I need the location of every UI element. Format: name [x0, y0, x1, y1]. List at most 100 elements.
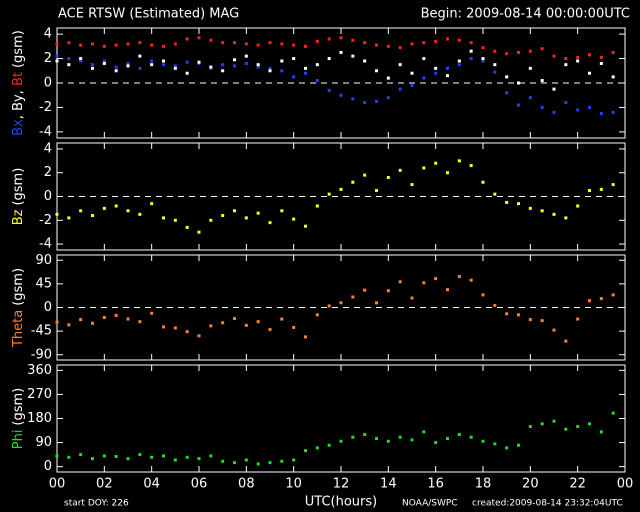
data-point	[410, 71, 414, 75]
chart-title: ACE RTSW (Estimated) MAG	[58, 7, 239, 22]
data-point	[611, 50, 615, 54]
data-point	[493, 63, 497, 67]
data-point	[315, 39, 319, 43]
data-point	[540, 422, 544, 426]
data-point	[528, 425, 532, 429]
data-point	[457, 63, 461, 67]
data-point	[469, 57, 473, 61]
data-point	[268, 69, 272, 73]
data-point	[363, 288, 367, 292]
data-point	[102, 59, 106, 63]
data-point	[398, 280, 402, 284]
y-tick-label: 360	[27, 363, 52, 378]
data-point	[375, 189, 378, 193]
data-point	[363, 59, 367, 63]
data-point	[505, 446, 509, 450]
data-point	[446, 288, 449, 292]
data-point	[173, 458, 177, 462]
begin-time: Begin: 2009-08-14 00:00:00UTC	[421, 7, 630, 22]
data-point	[244, 54, 248, 58]
data-point	[588, 53, 591, 57]
data-point	[315, 313, 319, 317]
data-point	[517, 103, 520, 107]
data-point	[552, 419, 556, 423]
y-tick-label: 2	[44, 165, 52, 180]
data-point	[517, 202, 520, 206]
data-point	[398, 63, 402, 67]
data-point	[422, 281, 426, 285]
data-point	[351, 54, 355, 58]
data-point	[588, 71, 591, 75]
data-point	[292, 458, 296, 462]
data-point	[138, 66, 142, 70]
y-unit: (gsm)	[11, 268, 26, 306]
data-point	[233, 317, 236, 321]
data-point	[422, 430, 426, 434]
data-point	[517, 81, 520, 85]
data-point	[517, 443, 520, 447]
data-point	[185, 330, 189, 334]
data-point	[351, 435, 355, 439]
data-point	[611, 293, 615, 297]
data-point	[256, 211, 260, 215]
data-point	[576, 317, 580, 321]
data-point	[114, 43, 118, 47]
y-tick-label: -2	[39, 100, 52, 115]
data-point	[528, 49, 532, 53]
data-point	[351, 295, 355, 299]
data-point	[611, 75, 615, 79]
data-point	[339, 93, 343, 97]
data-point	[197, 334, 201, 338]
data-point	[540, 79, 544, 83]
data-point	[327, 37, 331, 41]
data-point	[434, 277, 438, 281]
data-point	[79, 453, 83, 457]
data-point	[280, 459, 284, 463]
data-point	[564, 427, 568, 431]
data-point	[434, 66, 438, 70]
data-point	[505, 91, 509, 95]
y-tick-label: -4	[39, 124, 52, 139]
data-point	[446, 74, 449, 78]
data-point	[102, 315, 106, 319]
data-point	[114, 454, 118, 458]
data-point	[564, 63, 568, 67]
legend-entry: Phi	[11, 430, 26, 450]
data-point	[517, 313, 520, 317]
legend-entry: Bz	[11, 209, 26, 225]
data-point	[221, 69, 225, 73]
data-point	[422, 166, 426, 170]
data-point	[327, 443, 331, 447]
data-point	[292, 57, 296, 61]
data-point	[138, 453, 142, 457]
data-point	[351, 38, 355, 42]
data-point	[599, 55, 603, 59]
data-point	[434, 39, 438, 43]
data-point	[79, 43, 83, 47]
data-point	[197, 36, 201, 40]
data-point	[114, 65, 118, 69]
data-point	[576, 59, 580, 63]
data-point	[552, 54, 556, 58]
data-point	[493, 303, 497, 307]
data-point	[197, 60, 201, 64]
data-point	[315, 446, 319, 450]
data-point	[304, 335, 307, 339]
data-point	[457, 275, 461, 279]
data-point	[79, 318, 83, 322]
y-tick-label: 2	[44, 51, 52, 66]
y-tick-label: -2	[39, 213, 52, 228]
data-point	[339, 36, 343, 40]
data-point	[327, 192, 331, 196]
data-point	[599, 430, 603, 434]
y-axis-label: Bz (gsm)	[11, 168, 26, 226]
start-doy: start DOY: 226	[64, 499, 129, 509]
data-point	[457, 59, 461, 63]
data-point	[339, 50, 343, 54]
data-point	[126, 42, 130, 46]
data-point	[67, 63, 71, 67]
data-point	[221, 321, 225, 325]
source: NOAA/SWPC	[402, 499, 458, 509]
y-tick-label: 90	[35, 435, 52, 450]
data-point	[481, 59, 485, 63]
